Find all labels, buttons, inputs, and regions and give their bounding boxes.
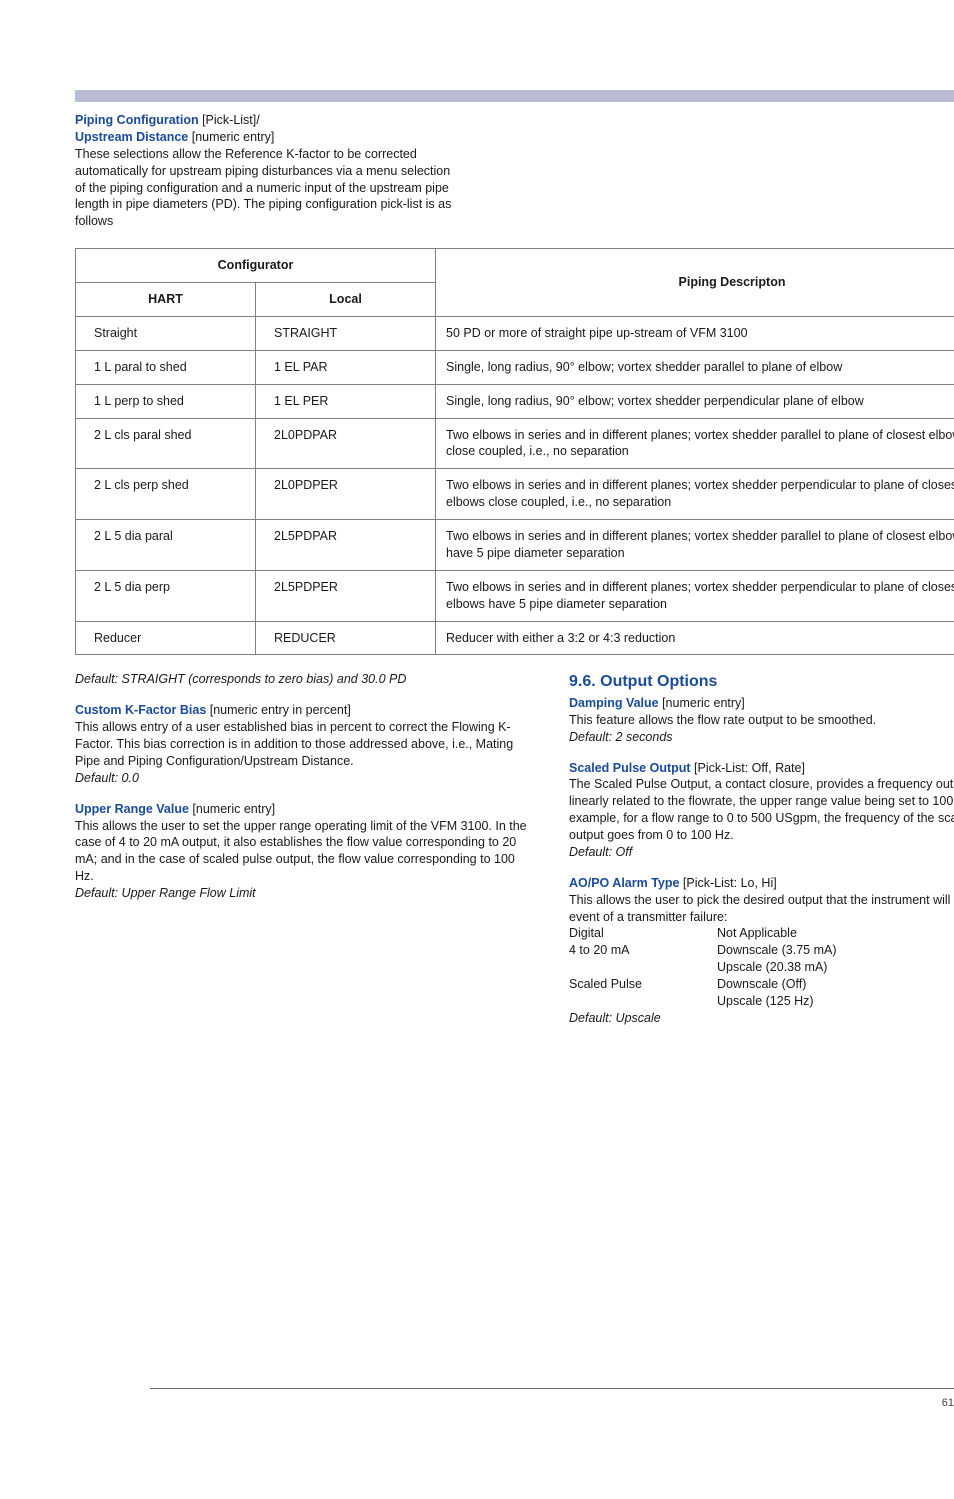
damping-default: Default: 2 seconds	[569, 730, 673, 744]
alarm-value: Downscale (3.75 mA)	[717, 942, 954, 959]
page-number: 61	[942, 1396, 954, 1411]
intro-body: These selections allow the Reference K-f…	[75, 147, 451, 229]
piping-config-table: Configurator Piping Descripton HART Loca…	[75, 248, 954, 655]
table-row: 2 L cls paral shed2L0PDPARTwo elbows in …	[76, 418, 954, 469]
table-row: StraightSTRAIGHT50 PD or more of straigh…	[76, 316, 954, 350]
header-local: Local	[256, 283, 436, 317]
damping-body: This feature allows the flow rate output…	[569, 713, 876, 727]
cell-hart: Straight	[76, 316, 256, 350]
scaled-pulse-default: Default: Off	[569, 845, 632, 859]
cell-local: 2L5PDPER	[256, 570, 436, 621]
alarm-body: This allows the user to pick the desired…	[569, 893, 954, 924]
cell-hart: 2 L 5 dia paral	[76, 520, 256, 571]
custom-kfactor-default: Default: 0.0	[75, 771, 139, 785]
cell-hart: 2 L cls paral shed	[76, 418, 256, 469]
upper-range-block: Upper Range Value [numeric entry] This a…	[75, 801, 535, 902]
cell-local: 1 EL PER	[256, 384, 436, 418]
alarm-value: Not Applicable	[717, 925, 954, 942]
cell-hart: 2 L 5 dia perp	[76, 570, 256, 621]
table-row: 1 L perp to shed1 EL PERSingle, long rad…	[76, 384, 954, 418]
alarm-key: Digital	[569, 925, 709, 942]
cell-description: Two elbows in series and in different pl…	[436, 570, 954, 621]
header-hart: HART	[76, 283, 256, 317]
alarm-block: AO/PO Alarm Type [Pick-List: Lo, Hi] Thi…	[569, 875, 954, 1027]
damping-block: Damping Value [numeric entry] This featu…	[569, 695, 954, 746]
cell-hart: Reducer	[76, 621, 256, 655]
right-column: 9.6. Output Options Damping Value [numer…	[569, 671, 954, 1040]
alarm-suffix: [Pick-List: Lo, Hi]	[679, 876, 776, 890]
accent-bar	[75, 90, 954, 102]
output-options-heading: 9.6. Output Options	[569, 671, 954, 693]
custom-kfactor-body: This allows entry of a user established …	[75, 720, 513, 768]
cell-local: 1 EL PAR	[256, 350, 436, 384]
scaled-pulse-suffix: [Pick-List: Off, Rate]	[691, 761, 805, 775]
piping-config-heading: Piping Configuration	[75, 113, 199, 127]
table-row: 2 L 5 dia perp2L5PDPERTwo elbows in seri…	[76, 570, 954, 621]
cell-description: Two elbows in series and in different pl…	[436, 469, 954, 520]
alarm-value: Downscale (Off)	[717, 976, 954, 993]
custom-kfactor-block: Custom K-Factor Bias [numeric entry in p…	[75, 702, 535, 786]
scaled-pulse-heading: Scaled Pulse Output	[569, 761, 691, 775]
upper-range-default: Default: Upper Range Flow Limit	[75, 886, 256, 900]
table-row: 2 L cls perp shed2L0PDPERTwo elbows in s…	[76, 469, 954, 520]
alarm-key	[569, 959, 709, 976]
alarm-table: Digital Not Applicable 4 to 20 mA Downscale…	[569, 925, 954, 1009]
damping-heading: Damping Value	[569, 696, 659, 710]
table-row: 1 L paral to shed1 EL PARSingle, long ra…	[76, 350, 954, 384]
custom-kfactor-suffix: [numeric entry in percent]	[206, 703, 351, 717]
left-column: Default: STRAIGHT (corresponds to zero b…	[75, 671, 535, 1040]
cell-local: STRAIGHT	[256, 316, 436, 350]
custom-kfactor-heading: Custom K-Factor Bias	[75, 703, 206, 717]
cell-local: 2L0PDPER	[256, 469, 436, 520]
cell-description: Two elbows in series and in different pl…	[436, 418, 954, 469]
alarm-value: Upscale (20.38 mA)	[717, 959, 954, 976]
cell-description: Reducer with either a 3:2 or 4:3 reducti…	[436, 621, 954, 655]
damping-suffix: [numeric entry]	[659, 696, 745, 710]
alarm-default: Default: Upscale	[569, 1011, 661, 1025]
upper-range-body: This allows the user to set the upper ra…	[75, 819, 527, 884]
cell-description: 50 PD or more of straight pipe up-stream…	[436, 316, 954, 350]
footer-divider	[150, 1388, 954, 1389]
scaled-pulse-body: The Scaled Pulse Output, a contact closu…	[569, 777, 954, 842]
alarm-key: Scaled Pulse	[569, 976, 709, 993]
upper-range-heading: Upper Range Value	[75, 802, 189, 816]
scaled-pulse-block: Scaled Pulse Output [Pick-List: Off, Rat…	[569, 760, 954, 861]
intro-block: Piping Configuration [Pick-List]/ Upstre…	[75, 112, 455, 230]
cell-description: Two elbows in series and in different pl…	[436, 520, 954, 571]
header-configurator: Configurator	[76, 249, 436, 283]
cell-hart: 1 L paral to shed	[76, 350, 256, 384]
alarm-key: 4 to 20 mA	[569, 942, 709, 959]
cell-local: 2L5PDPAR	[256, 520, 436, 571]
cell-local: REDUCER	[256, 621, 436, 655]
cell-hart: 2 L cls perp shed	[76, 469, 256, 520]
piping-config-suffix: [Pick-List]/	[199, 113, 260, 127]
header-piping: Piping Descripton	[436, 249, 954, 317]
table-row: 2 L 5 dia paral2L5PDPARTwo elbows in ser…	[76, 520, 954, 571]
upper-range-suffix: [numeric entry]	[189, 802, 275, 816]
alarm-value: Upscale (125 Hz)	[717, 993, 954, 1010]
cell-hart: 1 L perp to shed	[76, 384, 256, 418]
upstream-distance-heading: Upstream Distance	[75, 130, 188, 144]
alarm-key	[569, 993, 709, 1010]
straight-default: Default: STRAIGHT (corresponds to zero b…	[75, 671, 535, 688]
cell-description: Single, long radius, 90° elbow; vortex s…	[436, 350, 954, 384]
table-row: ReducerREDUCERReducer with either a 3:2 …	[76, 621, 954, 655]
cell-local: 2L0PDPAR	[256, 418, 436, 469]
alarm-heading: AO/PO Alarm Type	[569, 876, 679, 890]
cell-description: Single, long radius, 90° elbow; vortex s…	[436, 384, 954, 418]
upstream-distance-suffix: [numeric entry]	[188, 130, 274, 144]
